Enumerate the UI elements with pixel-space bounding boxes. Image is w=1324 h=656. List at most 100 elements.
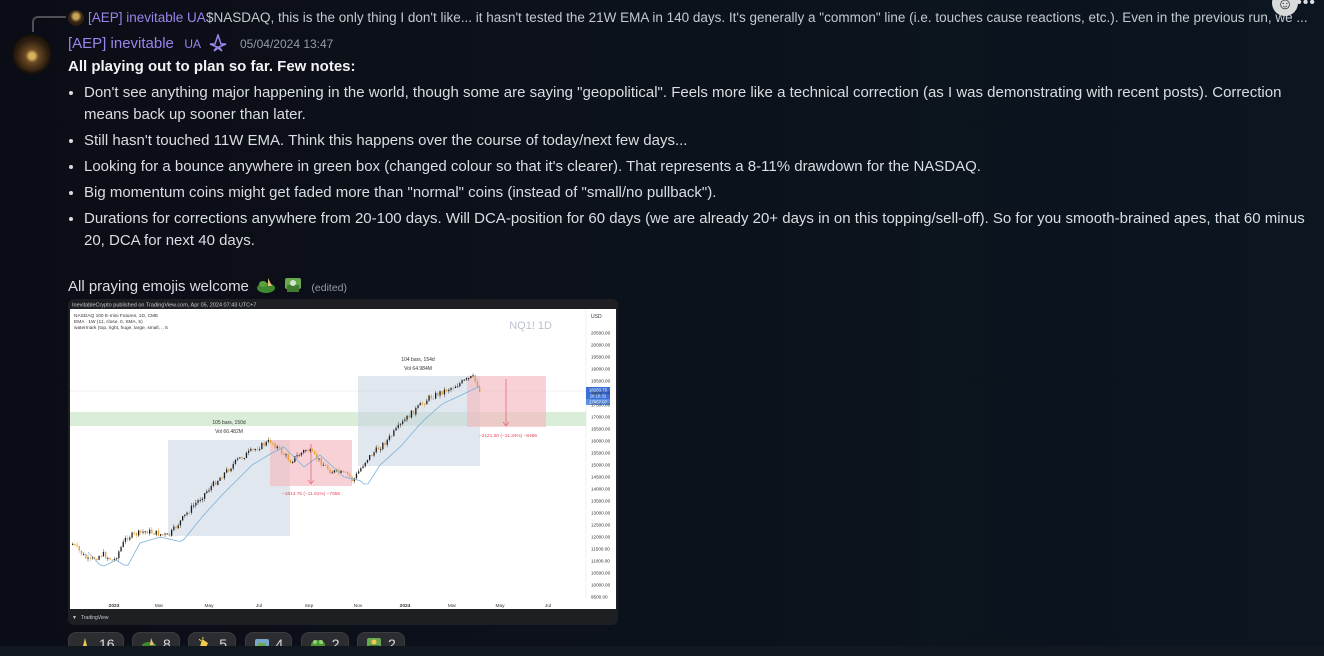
candle — [87, 557, 89, 559]
candle — [215, 481, 217, 485]
candle — [369, 455, 371, 460]
candle — [151, 529, 153, 534]
candle — [124, 537, 127, 542]
candle — [373, 452, 375, 456]
candle — [439, 391, 441, 396]
rank-badge-icon[interactable] — [209, 34, 227, 52]
candle — [146, 531, 149, 534]
candle — [283, 453, 285, 455]
candle — [96, 559, 98, 561]
candle — [204, 493, 206, 499]
candle — [461, 380, 463, 384]
y-tick-label: 15500.00 — [591, 451, 611, 456]
author-name[interactable]: [AEP] inevitable — [68, 35, 174, 52]
candle — [276, 446, 278, 449]
candle — [292, 461, 294, 463]
pepe-pray-emoji-icon[interactable] — [256, 276, 276, 294]
candle — [474, 375, 476, 382]
candle — [221, 477, 223, 479]
candle — [410, 410, 413, 418]
candle — [267, 440, 270, 442]
candle — [311, 449, 314, 452]
candle — [138, 530, 140, 536]
footer-label: TradingView — [81, 615, 109, 621]
box1-bars-label: 105 bars, 150d — [212, 420, 246, 426]
candle — [217, 480, 219, 485]
x-tick-label: Mar — [448, 603, 457, 609]
candle — [232, 463, 234, 469]
published-by: InevitableCrypto published on TradingVie… — [72, 303, 256, 309]
tradingview-logo: ▼ — [72, 615, 77, 621]
candle — [250, 448, 252, 451]
nasdaq-chart: InevitableCrypto published on TradingVie… — [68, 299, 618, 625]
y-tick-label: 11500.00 — [591, 547, 610, 552]
candle — [171, 529, 173, 536]
candle — [105, 551, 107, 559]
candle — [177, 525, 179, 529]
ema-line: EMA · 1W (11, close, 0, SMA, 5) — [74, 319, 143, 325]
candle — [285, 454, 287, 456]
reply-preview[interactable]: [AEP] inevitable UA $NASDAQ, this is the… — [0, 0, 1324, 36]
candle — [186, 512, 188, 515]
avatar[interactable] — [12, 34, 52, 74]
reaction-count: 4 — [275, 636, 284, 652]
candle — [239, 457, 241, 459]
more-dots-icon[interactable]: ••• — [1296, 0, 1316, 11]
chart-attachment[interactable]: InevitableCrypto published on TradingVie… — [68, 299, 618, 625]
candle — [472, 375, 474, 377]
candle — [454, 386, 457, 389]
box1-drop-label: −1813.75 (−11.91%) −7655 — [282, 491, 341, 497]
candle — [424, 403, 426, 405]
candle — [193, 505, 195, 507]
candle — [419, 403, 421, 406]
x-tick-label: May — [204, 603, 214, 609]
candle — [463, 379, 465, 381]
y-tick-label: 14000.00 — [591, 487, 611, 492]
timestamp[interactable]: 05/04/2024 13:47 — [239, 37, 334, 51]
emoji-face-icon[interactable]: ☺ — [1272, 0, 1298, 16]
candle — [432, 398, 435, 400]
reply-author[interactable]: [AEP] inevitable UA — [88, 10, 206, 25]
candle — [362, 466, 364, 469]
measure-box-2 — [358, 376, 480, 466]
y-tick-label: 19500.00 — [591, 355, 611, 360]
candle — [116, 558, 118, 560]
reply-avatar[interactable] — [68, 10, 84, 26]
ema-line-series — [87, 385, 481, 567]
y-tick-label: 20500.00 — [591, 331, 611, 336]
candle — [393, 430, 395, 436]
candle — [347, 471, 349, 475]
candle — [470, 375, 472, 379]
message-header: [AEP] inevitable UA 05/04/2024 13:47 — [68, 34, 333, 54]
list-item: Don't see anything major happening in th… — [84, 82, 1308, 126]
candle — [263, 442, 265, 446]
candle — [182, 515, 184, 521]
y-tick-label: 17500.00 — [591, 403, 611, 408]
candle — [142, 531, 144, 533]
candle — [120, 547, 122, 552]
candle — [391, 435, 393, 437]
candle — [226, 469, 228, 473]
y-tick-label: 14500.00 — [591, 475, 611, 480]
candle — [149, 529, 151, 534]
candle — [78, 546, 80, 551]
candle — [307, 450, 309, 452]
candle — [443, 389, 446, 395]
candle — [349, 474, 351, 477]
watermark-line: watermark (top, right, huge, large, smal… — [74, 325, 168, 331]
pepe-cash-emoji-icon[interactable] — [283, 276, 303, 294]
closing-text: All praying emojis welcome — [68, 278, 249, 295]
reply-text[interactable]: $NASDAQ, this is the only thing I don't … — [206, 10, 1308, 25]
candle — [199, 499, 201, 501]
candle — [129, 537, 131, 540]
x-tick-label: May — [495, 603, 505, 609]
candle — [241, 457, 243, 459]
x-tick-label: Nov — [354, 603, 363, 609]
candle — [208, 490, 210, 492]
reaction-count: 2 — [331, 636, 340, 652]
candle — [278, 446, 281, 448]
y-tick-label: 16500.00 — [591, 427, 611, 432]
candle — [298, 455, 300, 457]
candle — [402, 421, 404, 424]
candle — [118, 551, 120, 559]
